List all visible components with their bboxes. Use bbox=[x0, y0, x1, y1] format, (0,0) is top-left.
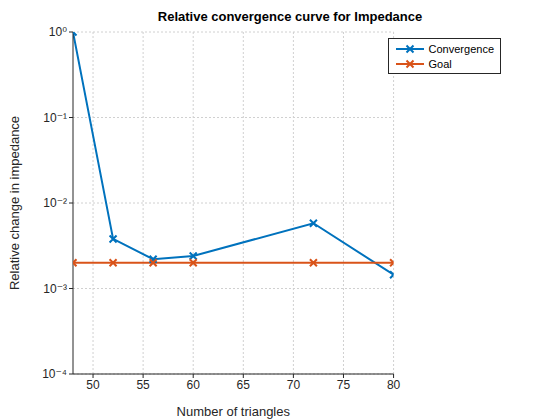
svg-text:Relative change in impedance: Relative change in impedance bbox=[8, 116, 22, 290]
svg-text:10⁰: 10⁰ bbox=[49, 25, 67, 39]
svg-text:70: 70 bbox=[287, 378, 301, 392]
svg-text:10⁻¹: 10⁻¹ bbox=[43, 111, 67, 125]
svg-text:10⁻⁴: 10⁻⁴ bbox=[42, 367, 67, 381]
svg-text:50: 50 bbox=[86, 378, 100, 392]
svg-text:65: 65 bbox=[237, 378, 251, 392]
svg-text:10⁻²: 10⁻² bbox=[43, 196, 67, 210]
svg-text:55: 55 bbox=[136, 378, 150, 392]
svg-text:Number of triangles: Number of triangles bbox=[177, 404, 291, 419]
svg-text:75: 75 bbox=[337, 378, 351, 392]
html-text:Convergence: Convergence bbox=[428, 42, 494, 55]
svg-text:10⁻³: 10⁻³ bbox=[43, 282, 67, 296]
html-text:Goal: Goal bbox=[428, 57, 452, 70]
svg-text:80: 80 bbox=[387, 378, 401, 392]
html-text:Relative convergence curve for: Relative convergence curve for Impedance bbox=[157, 9, 423, 24]
svg-text:60: 60 bbox=[187, 378, 201, 392]
